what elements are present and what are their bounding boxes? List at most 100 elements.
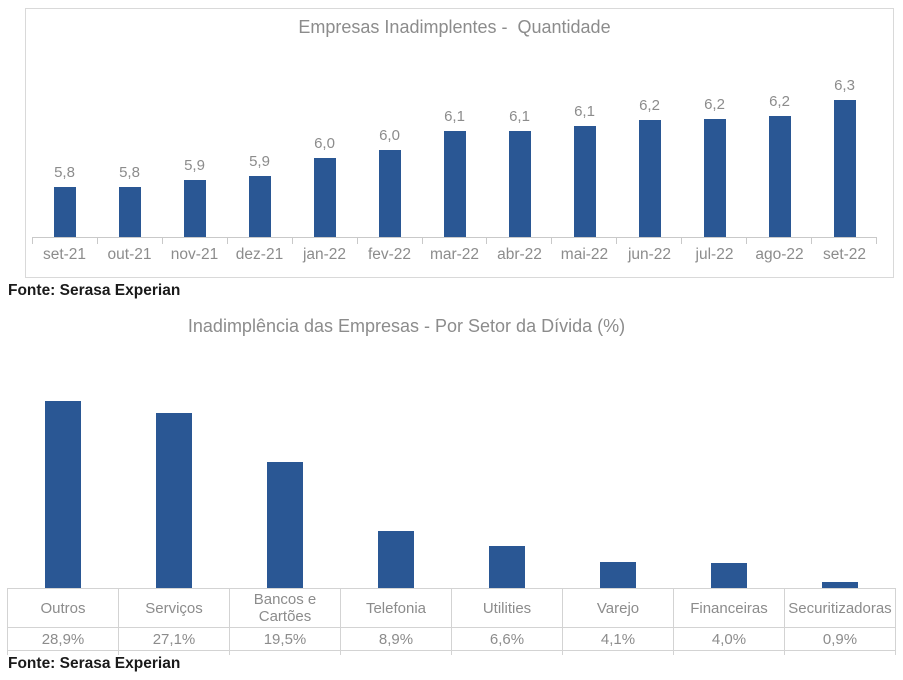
axis-tick: [358, 238, 423, 244]
bar-column-financeiras: [674, 388, 785, 588]
bar-column-nov-21: 5,9: [162, 39, 227, 237]
bar-jan-22: [314, 158, 336, 237]
chart-title-setor-divida: Inadimplência das Empresas - Por Setor d…: [0, 316, 858, 337]
bar-out-21: [119, 187, 141, 237]
value-label-jun-22: 6,2: [639, 97, 660, 114]
plot-area-quantidade: 5,85,85,95,96,06,06,16,16,16,26,26,26,3: [32, 39, 877, 237]
table-value-cell-financeiras: 4,0%: [674, 628, 785, 650]
bar-column-dez-21: 5,9: [227, 39, 292, 237]
bar-mar-22: [444, 131, 466, 237]
table-category-cell-utilities: Utilities: [452, 589, 563, 627]
bar-bancos-e-cart-es: [267, 462, 303, 588]
bar-jul-22: [704, 119, 726, 237]
axis-tick: [98, 238, 163, 244]
page: Empresas Inadimplentes - Quantidade 5,8 5…: [0, 0, 903, 680]
value-label-mai-22: 6,1: [574, 103, 595, 120]
table-category-cell-outros: Outros: [7, 589, 119, 627]
bar-utilities: [489, 546, 525, 588]
value-label-set-21: 5,8: [54, 164, 75, 181]
data-table-setor: OutrosServiçosBancos e CartõesTelefoniaU…: [7, 588, 896, 655]
bar-column-out-21: 5,8: [97, 39, 162, 237]
bar-column-jun-22: 6,2: [617, 39, 682, 237]
bar-column-abr-22: 6,1: [487, 39, 552, 237]
category-label-out-21: out-21: [97, 246, 162, 264]
value-label-mar-22: 6,1: [444, 108, 465, 125]
bar-fev-22: [379, 150, 401, 237]
axis-tick: [674, 651, 785, 655]
source-note-bottom: Fonte: Serasa Experian: [8, 655, 180, 673]
axis-tick: [563, 651, 674, 655]
category-label-jan-22: jan-22: [292, 246, 357, 264]
bar-column-bancos-e-cart-es: [229, 388, 340, 588]
bar-varejo: [600, 562, 636, 588]
category-label-dez-21: dez-21: [227, 246, 292, 264]
axis-tick: [682, 238, 747, 244]
bar-set-22: [834, 100, 856, 237]
bar-ago-22: [769, 116, 791, 237]
value-label-dez-21: 5,9: [249, 153, 270, 170]
table-category-cell-varejo: Varejo: [563, 589, 674, 627]
axis-tick: [230, 651, 341, 655]
category-label-ago-22: ago-22: [747, 246, 812, 264]
value-label-set-22: 6,3: [834, 77, 855, 94]
table-value-cell-utilities: 6,6%: [452, 628, 563, 650]
table-category-cell-telefonia: Telefonia: [341, 589, 452, 627]
axis-tick: [423, 238, 488, 244]
bar-telefonia: [378, 531, 414, 588]
x-axis-quantidade: [32, 237, 877, 244]
bar-dez-21: [249, 176, 271, 237]
value-label-fev-22: 6,0: [379, 127, 400, 144]
bar-column-servi-os: [118, 388, 229, 588]
value-label-out-21: 5,8: [119, 164, 140, 181]
data-table-category-row: OutrosServiçosBancos e CartõesTelefoniaU…: [7, 588, 896, 628]
table-value-cell-telefonia: 8,9%: [341, 628, 452, 650]
bar-column-utilities: [452, 388, 563, 588]
bar-column-varejo: [563, 388, 674, 588]
table-category-cell-servi-os: Serviços: [119, 589, 230, 627]
value-label-nov-21: 5,9: [184, 157, 205, 174]
axis-tick: [452, 651, 563, 655]
x-axis-labels-quantidade: set-21out-21nov-21dez-21jan-22fev-22mar-…: [32, 246, 877, 264]
table-value-cell-varejo: 4,1%: [563, 628, 674, 650]
axis-tick: [228, 238, 293, 244]
category-label-fev-22: fev-22: [357, 246, 422, 264]
value-label-abr-22: 6,1: [509, 108, 530, 125]
data-table-value-row: 28,9%27,1%19,5%8,9%6,6%4,1%4,0%0,9%: [7, 628, 896, 651]
category-label-nov-21: nov-21: [162, 246, 227, 264]
table-value-cell-bancos-e-cart-es: 19,5%: [230, 628, 341, 650]
table-value-cell-servi-os: 27,1%: [119, 628, 230, 650]
category-label-set-21: set-21: [32, 246, 97, 264]
axis-tick: [747, 238, 812, 244]
chart-title-quantidade: Empresas Inadimplentes - Quantidade: [32, 15, 877, 39]
category-label-jul-22: jul-22: [682, 246, 747, 264]
axis-tick: [341, 651, 452, 655]
bar-column-securitizadoras: [785, 388, 896, 588]
bar-nov-21: [184, 180, 206, 237]
bar-set-21: [54, 187, 76, 237]
bar-jun-22: [639, 120, 661, 237]
value-label-jul-22: 6,2: [704, 96, 725, 113]
bar-column-outros: [7, 388, 118, 588]
source-note-top: Fonte: Serasa Experian: [8, 282, 180, 300]
bar-column-mar-22: 6,1: [422, 39, 487, 237]
axis-tick: [552, 238, 617, 244]
category-label-abr-22: abr-22: [487, 246, 552, 264]
bar-column-ago-22: 6,2: [747, 39, 812, 237]
axis-tick: [163, 238, 228, 244]
bar-financeiras: [711, 563, 747, 588]
axis-tick: [812, 238, 877, 244]
value-label-ago-22: 6,2: [769, 93, 790, 110]
bar-servi-os: [156, 413, 192, 588]
axis-tick: [785, 651, 896, 655]
bar-column-fev-22: 6,0: [357, 39, 422, 237]
table-value-cell-outros: 28,9%: [7, 628, 119, 650]
axis-tick: [293, 238, 358, 244]
category-label-jun-22: jun-22: [617, 246, 682, 264]
plot-area-setor: [7, 388, 896, 588]
axis-tick: [617, 238, 682, 244]
bar-abr-22: [509, 131, 531, 237]
bar-mai-22: [574, 126, 596, 237]
category-label-mar-22: mar-22: [422, 246, 487, 264]
bar-outros: [45, 401, 81, 588]
table-category-cell-securitizadoras: Securitizadoras: [785, 589, 896, 627]
